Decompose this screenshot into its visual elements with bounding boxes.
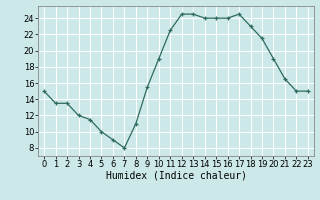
X-axis label: Humidex (Indice chaleur): Humidex (Indice chaleur): [106, 171, 246, 181]
